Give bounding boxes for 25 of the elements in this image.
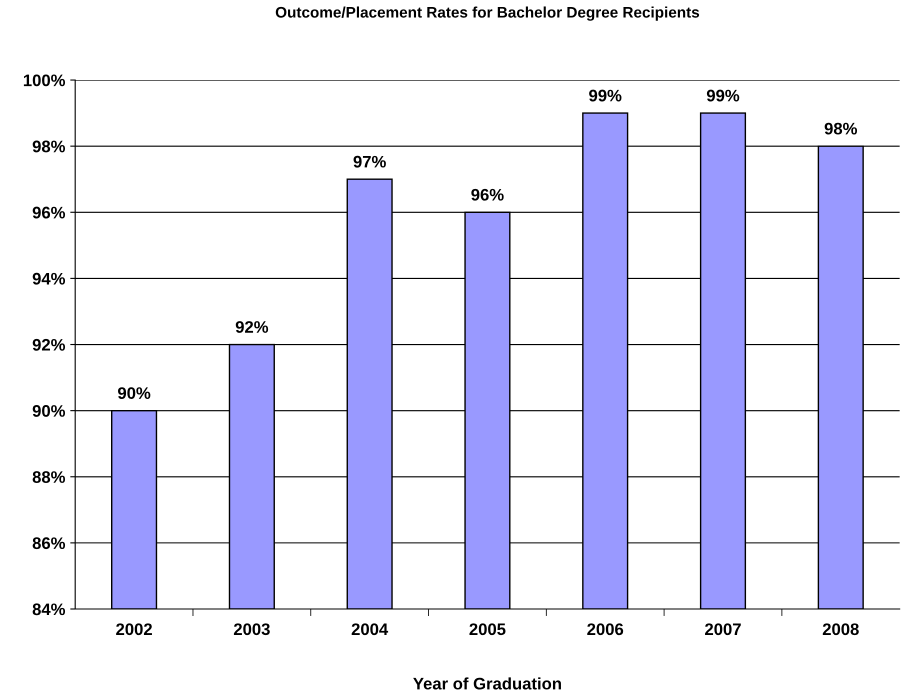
y-tick-label: 96% — [32, 206, 66, 218]
x-tick-label: 2003 — [234, 623, 270, 636]
x-tick-label: 2008 — [822, 623, 859, 636]
y-tick-label: 86% — [32, 537, 66, 550]
x-tick-label: 2005 — [469, 623, 506, 636]
x-tick-label: 2002 — [116, 623, 152, 636]
y-tick-label: 94% — [32, 272, 66, 285]
x-tick-label: 2007 — [705, 623, 741, 636]
y-tick-label: 92% — [32, 338, 66, 351]
data-label: 92% — [236, 321, 268, 333]
data-label: 98% — [824, 122, 858, 135]
chart-title: Outcome/Placement Rates for Bachelor Degree Recipients — [276, 6, 700, 21]
x-tick-label: 2006 — [587, 623, 624, 636]
y-tick-label: 98% — [32, 140, 66, 152]
y-tick-label: 100% — [24, 74, 66, 86]
data-label: 90% — [118, 387, 150, 400]
y-tick-label: 84% — [32, 603, 66, 616]
data-label: 96% — [471, 188, 504, 201]
x-tick-label: 2004 — [352, 623, 388, 636]
y-tick-label: 88% — [32, 471, 66, 483]
x-axis-title: Year of Graduation — [413, 677, 561, 690]
data-label: 99% — [589, 90, 622, 102]
data-label: 97% — [354, 156, 386, 168]
y-tick-label: 90% — [32, 405, 66, 417]
data-label: 99% — [706, 90, 740, 102]
